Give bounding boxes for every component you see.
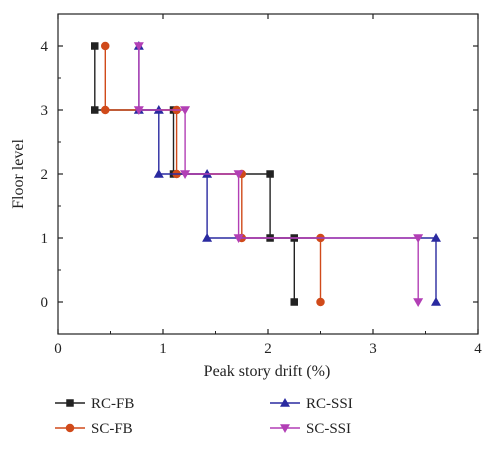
y-tick-label: 1 [41, 231, 49, 247]
legend-item-rc-ssi: RC-SSI [270, 396, 353, 412]
legend-marker-sc-ssi [280, 424, 290, 433]
legend-label-rc-ssi: RC-SSI [306, 396, 353, 412]
x-tick-label: 2 [264, 341, 272, 357]
legend-item-sc-fb: SC-FB [55, 421, 133, 437]
x-tick-label: 0 [54, 341, 62, 357]
data-point-sc-ssi [133, 42, 144, 51]
data-point-sc-ssi [413, 234, 424, 243]
data-point-sc-fb [101, 41, 110, 51]
y-axis-label: Floor level [10, 139, 27, 209]
data-point-sc-ssi [133, 106, 144, 115]
x-axis-label: Peak story drift (%) [204, 363, 331, 380]
legend-item-sc-ssi: SC-SSI [270, 421, 351, 437]
data-point-rc-fb [290, 298, 298, 306]
data-point-sc-ssi [180, 170, 191, 179]
data-point-sc-ssi [233, 234, 244, 243]
series-rc-ssi [133, 41, 441, 306]
y-tick-label: 0 [41, 295, 49, 311]
data-point-rc-fb [91, 106, 99, 114]
legend: RC-FB SC-FB RC-SSI SC-SSI [55, 396, 353, 437]
data-point-sc-fb [316, 297, 325, 307]
x-tick-label: 3 [369, 341, 377, 357]
plot-area [91, 41, 441, 307]
x-tick-label: 4 [474, 341, 482, 357]
legend-marker-sc-fb [65, 423, 75, 433]
data-point-rc-ssi [431, 297, 441, 306]
legend-item-rc-fb: RC-FB [55, 396, 134, 412]
data-point-sc-ssi [180, 106, 191, 115]
legend-marker-rc-ssi [280, 398, 290, 407]
y-tick-label: 2 [41, 167, 49, 183]
y-tick-label: 4 [41, 39, 49, 55]
data-point-sc-fb [101, 105, 110, 115]
series-sc-ssi [133, 42, 424, 307]
legend-marker-rc-fb [66, 399, 74, 407]
axes: 0 1 2 3 4 0 1 2 3 4 [41, 13, 482, 357]
data-point-sc-ssi [233, 170, 244, 179]
data-point-sc-ssi [413, 298, 424, 307]
legend-label-sc-fb: SC-FB [91, 421, 133, 437]
y-tick-label: 3 [41, 103, 49, 119]
data-point-rc-ssi [431, 233, 441, 242]
legend-label-rc-fb: RC-FB [91, 396, 134, 412]
data-point-rc-fb [266, 170, 274, 178]
data-point-rc-fb [91, 42, 99, 50]
data-point-rc-ssi [202, 233, 213, 242]
legend-label-sc-ssi: SC-SSI [306, 421, 351, 437]
series-line-sc-ssi [138, 46, 419, 302]
x-tick-label: 1 [159, 341, 167, 357]
data-point-rc-ssi [153, 169, 164, 178]
